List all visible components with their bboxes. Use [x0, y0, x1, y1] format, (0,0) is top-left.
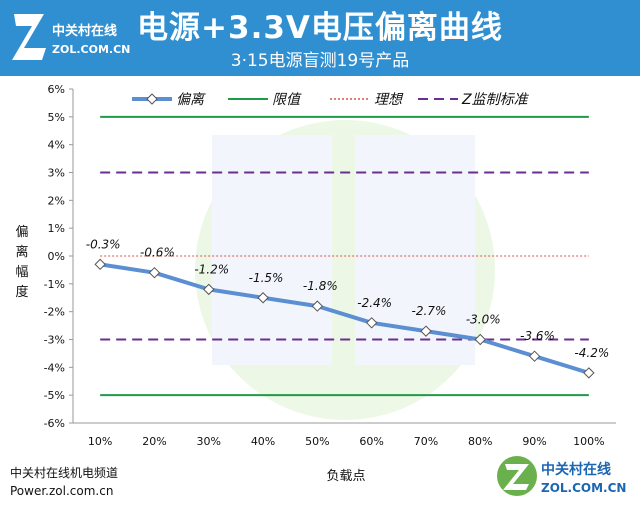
y-axis-label-char: 离 — [15, 244, 28, 260]
data-point — [420, 325, 432, 337]
plot-grid — [69, 88, 616, 424]
y-tick-label: 3% — [48, 167, 65, 180]
data-label: -2.4% — [357, 296, 392, 310]
title-banner: 中关村在线 ZOL.COM.CN 电源+3.3V电压偏离曲线 3·15电源盲测1… — [0, 0, 640, 76]
logo-en-text: ZOL.COM.CN — [52, 43, 130, 56]
x-axis-label: 负载点 — [326, 469, 365, 484]
x-tick-label: 50% — [305, 435, 329, 448]
data-label: -3.6% — [520, 329, 555, 343]
x-tick-label: 70% — [414, 435, 438, 448]
data-point — [474, 333, 486, 346]
data-point — [528, 350, 541, 362]
data-point — [257, 292, 269, 304]
y-axis-ticks: 6% 5% 4% 3% 2% 1% 0% -1% -2% -3% -4% -5% -6% — [44, 83, 65, 430]
data-point — [311, 300, 324, 312]
y-tick-label: -4% — [44, 361, 65, 374]
data-label: -0.3% — [86, 237, 121, 251]
data-label: -3.0% — [466, 313, 501, 327]
y-tick-label: -2% — [44, 306, 65, 319]
y-axis-label-char: 度 — [15, 284, 28, 300]
y-tick-label: -3% — [44, 334, 65, 347]
x-tick-label: 90% — [522, 435, 546, 448]
logo-bottom-en: ZOL.COM.CN — [541, 481, 626, 495]
deviation-series — [94, 258, 595, 379]
watermark — [195, 120, 495, 420]
x-tick-label: 60% — [359, 435, 383, 448]
logo-bottom-cn: 中关村在线 — [541, 461, 611, 478]
y-tick-label: -1% — [44, 278, 65, 291]
y-tick-label: -6% — [44, 417, 65, 430]
x-axis-ticks: 10% 20% 30% 40% 50% 60% 70% 80% 90% 100% — [88, 435, 605, 448]
data-point — [365, 317, 378, 329]
data-point — [203, 283, 215, 296]
y-tick-label: 4% — [48, 139, 65, 152]
data-label: -4.2% — [574, 346, 609, 360]
logo-cn-text: 中关村在线 — [52, 23, 117, 39]
data-label: -1.8% — [303, 279, 338, 293]
y-tick-label: 0% — [48, 250, 65, 263]
x-tick-label: 80% — [468, 435, 492, 448]
legend-label-2: Z监制标准 — [461, 92, 530, 108]
x-tick-label: 40% — [251, 435, 275, 448]
data-point — [148, 266, 161, 279]
y-axis-label-char: 幅 — [15, 265, 28, 280]
footer-channel: 中关村在线机电频道 — [10, 466, 119, 480]
y-tick-label: -5% — [44, 389, 65, 402]
data-labels: -0.3% -0.6% -1.2% -1.5% -1.8% -2.4% -2.7% -3.0%… — [86, 237, 610, 360]
chart-title: 电源+3.3V电压偏离曲线 — [137, 10, 503, 46]
reference-lines — [100, 115, 589, 397]
data-label: -1.2% — [194, 262, 229, 276]
x-tick-label: 10% — [88, 435, 112, 448]
legend-label-series: 偏离 — [176, 92, 206, 108]
chart-area: -0.3% -0.6% -1.2% -1.5% -1.8% -2.4% -2.7% -3.0%… — [15, 83, 616, 484]
y-tick-label: 1% — [48, 222, 65, 235]
data-label: -0.6% — [140, 246, 175, 260]
zol-logo: 中关村在线 ZOL.COM.CN — [12, 14, 130, 60]
zol-logo-bottom: 中关村在线 ZOL.COM.CN — [497, 456, 626, 496]
footer-url: Power.zol.com.cn — [10, 484, 114, 498]
series-line — [99, 262, 590, 375]
legend-marker — [146, 93, 158, 105]
data-label: -2.7% — [412, 304, 447, 318]
y-tick-label: 6% — [48, 83, 65, 96]
legend-label-1: 理想 — [374, 92, 404, 108]
x-tick-label: 20% — [142, 435, 166, 448]
data-label: -1.5% — [249, 271, 284, 285]
x-tick-label: 100% — [573, 435, 604, 448]
y-tick-label: 5% — [48, 111, 65, 124]
x-tick-label: 30% — [197, 435, 221, 448]
data-point — [583, 367, 595, 379]
y-tick-label: 2% — [48, 194, 65, 207]
y-axis-label-char: 偏 — [15, 225, 28, 240]
legend-label-0: 限值 — [272, 92, 302, 108]
chart-subtitle: 3·15电源盲测19号产品 — [230, 51, 410, 71]
data-point — [94, 258, 106, 271]
legend: 偏离 限值 理想 Z监制标准 — [132, 92, 530, 108]
